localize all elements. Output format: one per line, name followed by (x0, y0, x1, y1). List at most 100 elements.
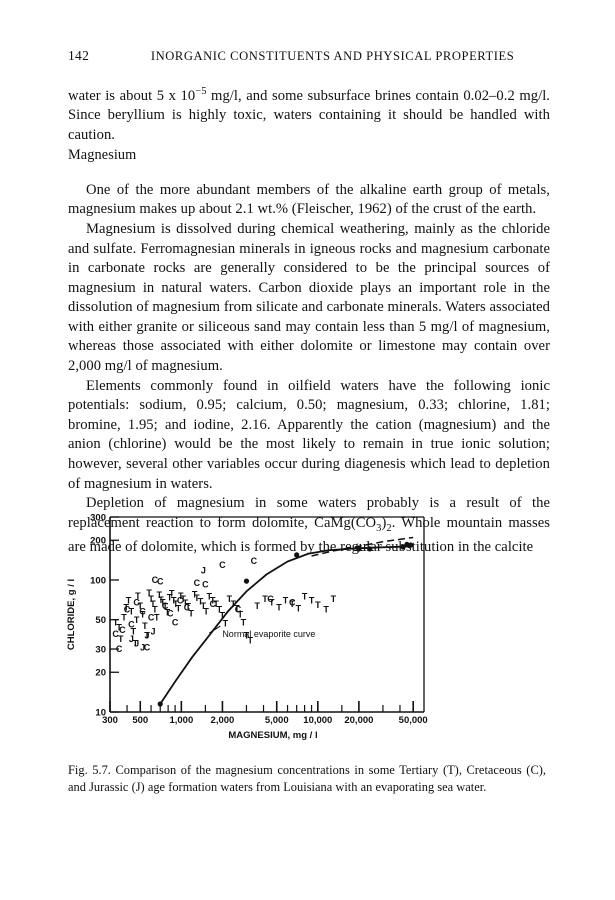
data-marker-T: T (154, 613, 160, 623)
curve-data-dot (294, 552, 300, 558)
data-marker-T: T (146, 588, 152, 598)
x-tick-label: 2,000 (211, 715, 235, 726)
x-axis-title: MAGNESIUM, mg / l (228, 730, 317, 741)
data-marker-T: T (237, 609, 243, 619)
data-marker-T: T (201, 601, 207, 611)
data-marker-C: C (128, 620, 135, 630)
y-tick-label: 200 (90, 536, 106, 547)
evaporite-curve-solid (159, 545, 414, 705)
data-marker-C: C (177, 596, 184, 606)
data-marker-C: C (219, 560, 226, 570)
data-marker-T: T (185, 602, 191, 612)
data-marker-T: T (223, 618, 229, 628)
data-marker-T: T (194, 593, 200, 603)
data-marker-C: C (194, 578, 201, 588)
x-tick-label: 20,000 (344, 715, 373, 726)
data-marker-C: C (184, 603, 191, 613)
data-marker-J: J (140, 642, 145, 652)
data-marker-C: C (289, 597, 296, 607)
data-marker-C: C (267, 594, 274, 604)
figure-5-7: 10 20 30 50 100 200 300 300 500 1,000 2,000 5,000 10… (60, 500, 560, 750)
data-marker-T: T (178, 591, 184, 601)
data-marker-T: T (230, 599, 236, 609)
dolomite-subscript-3: 3 (376, 522, 382, 534)
data-marker-T: T (165, 607, 171, 617)
data-marker-T: T (162, 602, 168, 612)
data-marker-T: T (131, 626, 137, 636)
dolomite-subscript-2: 2 (386, 522, 392, 534)
body-text-column: water is about 5 x 10−5 mg/l, and some s… (68, 82, 550, 558)
data-marker-C: C (251, 556, 258, 566)
y-axis-title: CHLORIDE, g / l (66, 579, 77, 650)
data-marker-T: T (276, 603, 282, 613)
data-marker-T: T (152, 604, 158, 614)
data-marker-T: T (113, 617, 119, 627)
data-marker-T: T (210, 596, 216, 606)
data-marker-T: T (135, 591, 141, 601)
data-marker-T: T (269, 597, 275, 607)
data-marker-T: T (323, 604, 329, 614)
data-marker-T: T (148, 594, 154, 604)
data-marker-T: T (309, 596, 315, 606)
data-marker-T: T (140, 609, 146, 619)
data-marker-T: T (167, 592, 173, 602)
data-marker-T: T (227, 594, 233, 604)
data-marker-T: T (331, 594, 337, 604)
paragraph-abundance: One of the more abundant members of the … (68, 181, 550, 218)
data-marker-C: C (119, 625, 126, 635)
chart-scatter-magnesium-chloride: 10 20 30 50 100 200 300 300 500 1,000 2,000 5,000 10… (66, 512, 428, 741)
data-marker-C: C (157, 576, 164, 586)
data-marker-T: T (255, 601, 261, 611)
paragraph-depletion: Depletion of magnesium in some waters pr… (68, 494, 550, 558)
data-marker-J: J (151, 626, 156, 636)
data-marker-C: C (210, 599, 217, 609)
depletion-text-mid: ) (381, 514, 387, 531)
data-marker-T: T (173, 599, 179, 609)
data-marker-T: T (169, 589, 175, 599)
x-tick-label: 1,000 (169, 715, 193, 726)
data-marker-C: C (172, 617, 179, 627)
data-marker-T: T (220, 611, 226, 621)
paragraph-dissolution: Magnesium is dissolved during chemical w… (68, 220, 550, 375)
paragraph-ionic-potentials: Elements commonly found in oilfield wate… (68, 377, 550, 492)
data-marker-T: T (315, 600, 321, 610)
x-tick-label: 50,000 (399, 715, 428, 726)
data-marker-C: C (112, 629, 119, 639)
y-tick-label: 300 (90, 512, 106, 523)
data-marker-T: T (160, 597, 166, 607)
data-marker-T: T (157, 590, 163, 600)
data-marker-C: C (162, 601, 169, 611)
depletion-text-pre: Depletion of magnesium in some waters pr… (68, 495, 550, 531)
data-marker-T: T (203, 606, 209, 616)
data-marker-C: C (167, 608, 174, 618)
data-marker-T: T (213, 599, 219, 609)
x-tick-label: 300 (102, 715, 118, 726)
data-marker-T: T (283, 596, 289, 606)
data-marker-C: C (124, 604, 131, 614)
curve-data-dot (356, 546, 362, 552)
data-marker-T: T (126, 596, 132, 606)
x-tick-label: 5,000 (265, 715, 289, 726)
annotation-leader-line (209, 625, 221, 634)
page-number: 142 (68, 48, 90, 63)
data-marker-C: C (202, 579, 209, 589)
evaporite-curve-dashed (311, 536, 414, 557)
data-marker-T: T (206, 592, 212, 602)
data-marker-J: J (129, 634, 134, 644)
x-tick-label: 500 (132, 715, 148, 726)
beryllium-text-post: mg/l, and some subsurface brines contain… (68, 87, 550, 144)
y-tick-label: 10 (95, 707, 106, 718)
curve-data-dot (404, 541, 410, 548)
data-marker-T: T (134, 615, 140, 625)
data-marker-T: T (144, 631, 150, 641)
running-head-title: INORGANIC CONSTITUENTS AND PHYSICAL PROP… (150, 49, 515, 63)
data-marker-T: T (121, 613, 127, 623)
data-marker-T: T (138, 601, 144, 611)
data-marker-J: J (201, 566, 206, 576)
data-marker-T: T (198, 596, 204, 606)
data-marker-C: C (144, 642, 151, 652)
y-tick-label: 100 (90, 575, 106, 586)
data-marker-T: T (158, 595, 164, 605)
data-marker-T: T (241, 617, 247, 627)
x-tick-label: 10,000 (303, 715, 332, 726)
